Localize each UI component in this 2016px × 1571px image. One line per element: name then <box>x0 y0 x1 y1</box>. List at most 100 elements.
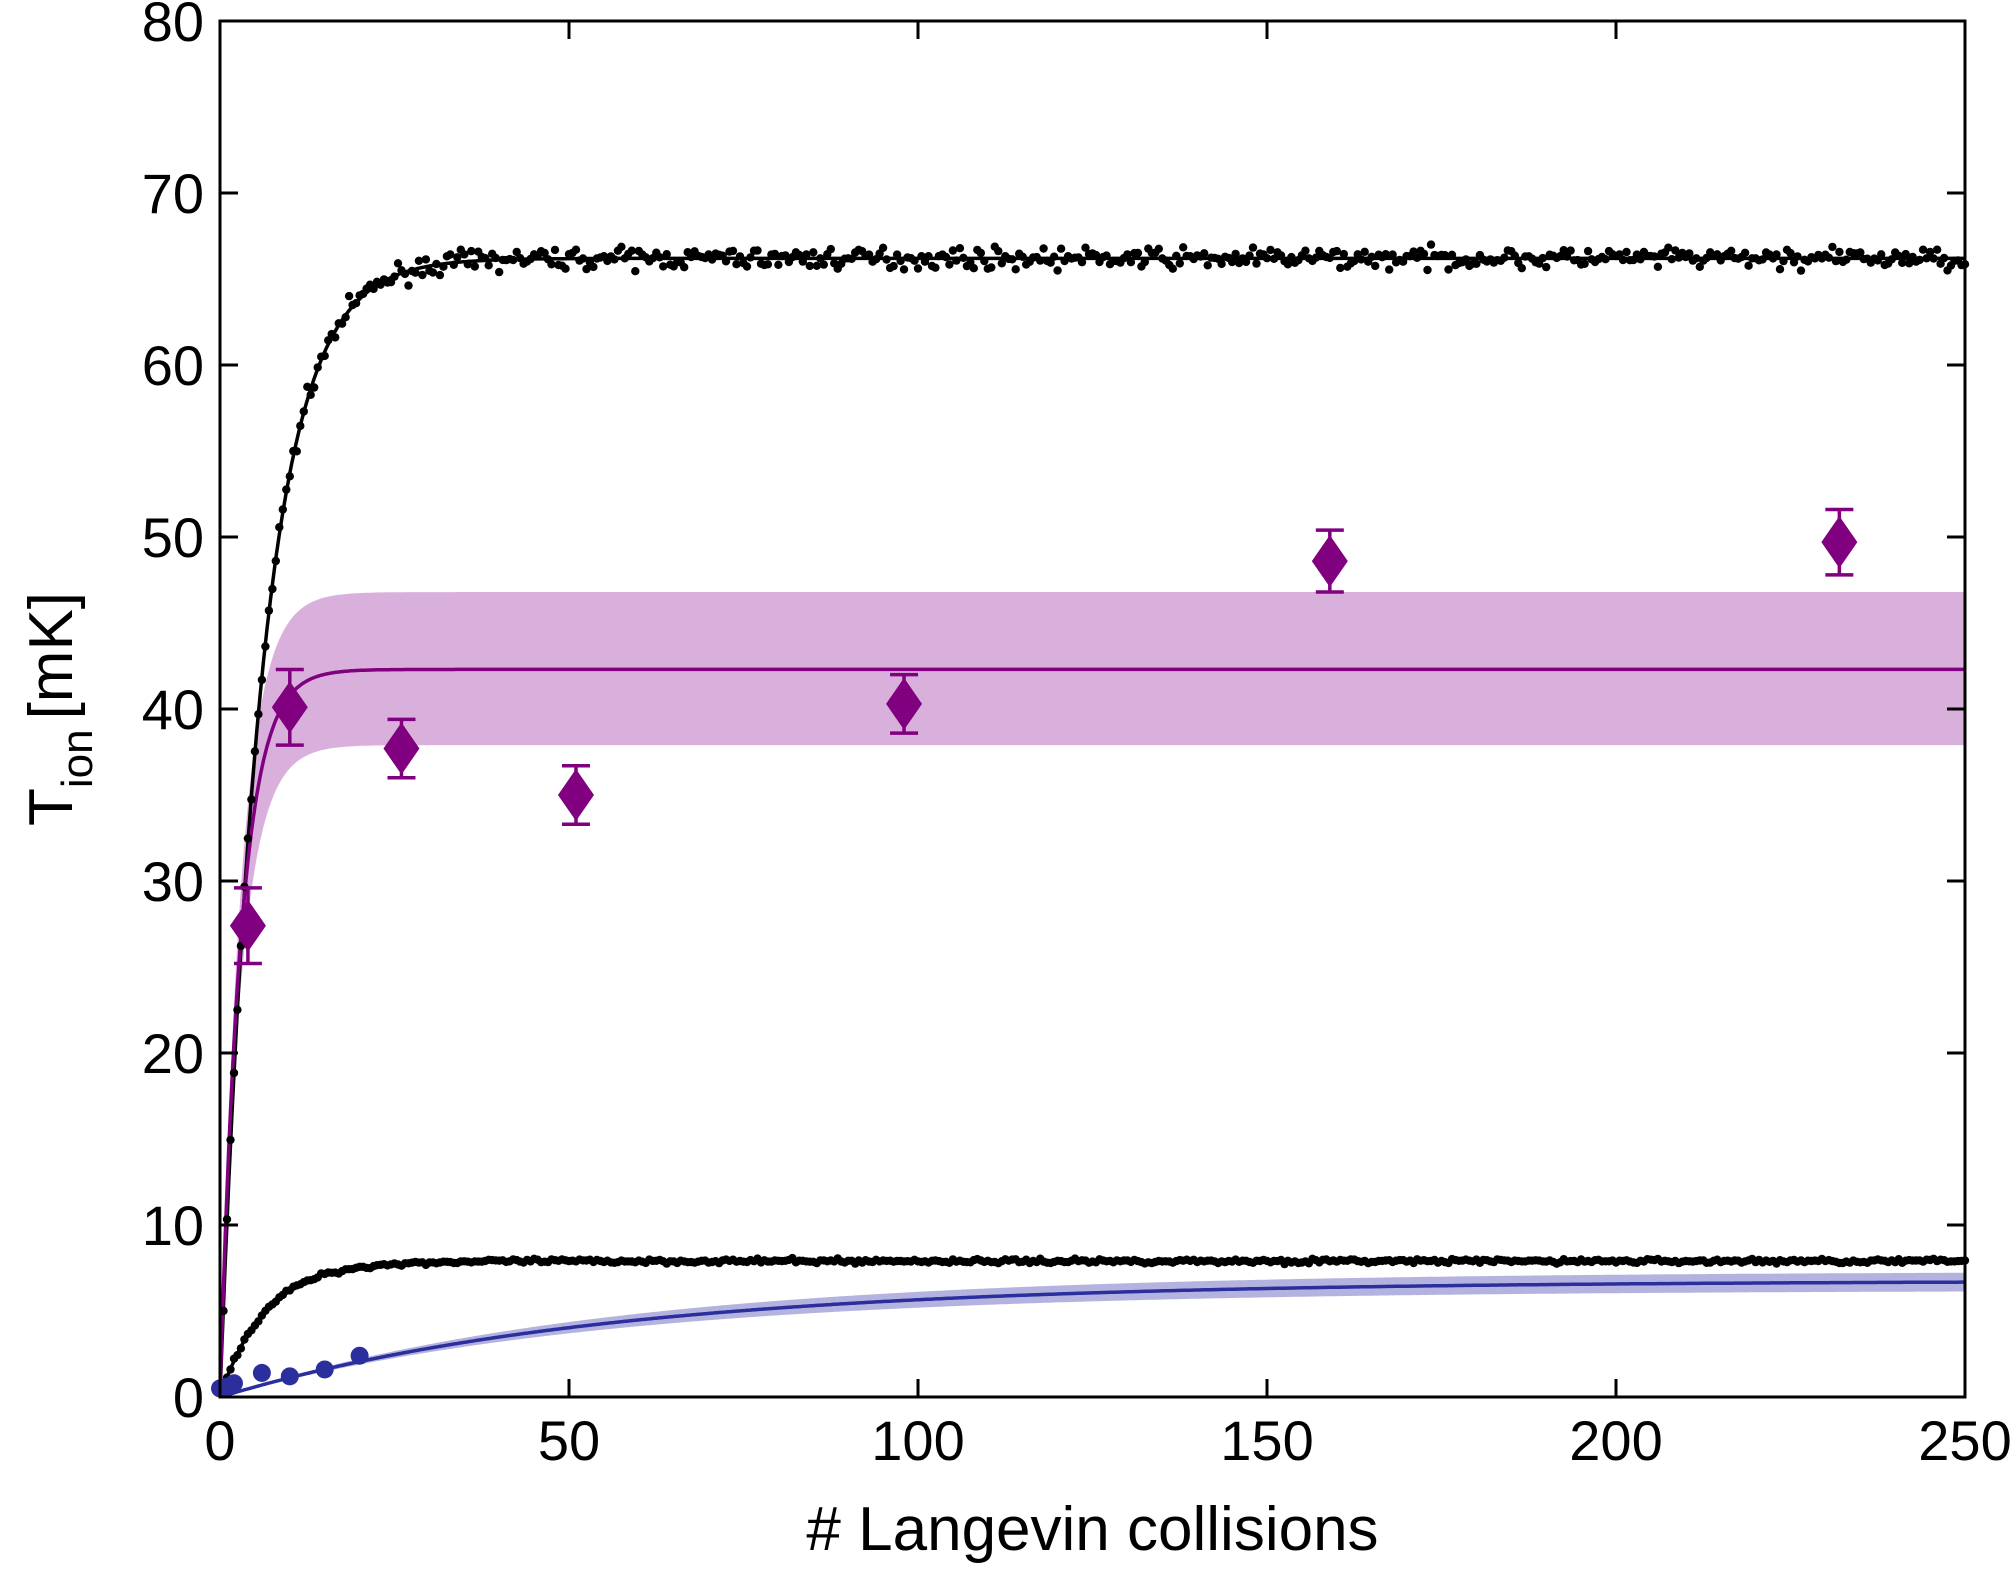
simulation-dot <box>460 250 469 259</box>
simulation-dot <box>247 795 256 804</box>
simulation-dot <box>393 259 403 268</box>
simulation-dot <box>310 383 319 392</box>
simulation-dot <box>1824 253 1834 262</box>
simulation-dot <box>1168 264 1178 273</box>
simulation-dot <box>1426 240 1436 249</box>
simulation-dot <box>481 253 490 263</box>
simulation-dot <box>400 269 410 279</box>
y-tick-label: 50 <box>142 506 204 569</box>
simulation-dot <box>303 382 312 391</box>
simulation-dot <box>509 255 518 265</box>
simulation-dot <box>428 268 438 277</box>
simulation-dot <box>421 255 431 264</box>
simulation-dot <box>1133 248 1143 258</box>
simulation-dot <box>1091 250 1101 260</box>
simulation-dot <box>1894 251 1903 260</box>
simulation-dot <box>1367 252 1376 261</box>
fit-lines <box>218 256 1965 1399</box>
simulation-dot <box>418 270 427 280</box>
simulation-dot <box>282 485 291 494</box>
simulation-dot <box>449 260 458 269</box>
simulation-dot <box>1932 245 1942 254</box>
simulation-dot <box>257 675 267 685</box>
simulation-dot <box>735 252 745 261</box>
simulation-dot <box>1542 262 1551 272</box>
simulation-dot <box>1887 255 1896 264</box>
simulation-dot <box>819 260 828 269</box>
simulation-dot <box>931 263 940 272</box>
diamond-marker <box>1821 516 1858 569</box>
simulation-dot <box>1898 258 1907 267</box>
simulation-dot <box>809 248 818 257</box>
simulation-dot <box>617 242 626 251</box>
y-tick-label: 80 <box>142 0 204 53</box>
simulation-dot <box>226 1365 235 1374</box>
y-tick-label: 0 <box>173 1366 204 1429</box>
simulation-dot <box>805 261 814 271</box>
simulation-dot <box>910 256 919 265</box>
simulation-dot <box>882 255 891 264</box>
simulation-dot <box>296 421 305 431</box>
simulation-dot <box>1360 247 1369 256</box>
diamond-marker <box>271 681 308 734</box>
simulation-dot <box>1049 252 1059 261</box>
simulation-dot <box>1447 250 1457 259</box>
simulation-dot <box>1692 254 1701 263</box>
simulation-dot <box>610 255 619 264</box>
simulation-dot <box>495 267 504 277</box>
simulation-dot <box>299 407 308 416</box>
simulation-dot <box>446 250 455 259</box>
simulation-dot <box>659 262 668 271</box>
simulation-dot <box>1172 251 1181 260</box>
simulation-dot <box>547 260 556 269</box>
simulation-dot <box>1423 265 1432 275</box>
simulation-dot <box>959 253 968 262</box>
simulation-dot <box>1231 249 1240 259</box>
x-tick-label: 100 <box>871 1409 964 1472</box>
simulation-dot <box>1856 248 1865 257</box>
simulation-dot <box>411 268 420 277</box>
simulation-dot <box>816 254 825 263</box>
simulation-dot <box>1036 256 1045 265</box>
fit-line <box>218 667 1965 1398</box>
simulation-dot <box>878 243 888 252</box>
simulation-dot <box>1905 259 1914 268</box>
x-tick-label: 250 <box>1918 1409 2011 1472</box>
simulation-dot <box>1385 265 1394 274</box>
simulation-dot <box>753 246 762 255</box>
y-tick-label: 60 <box>142 334 204 397</box>
simulation-dot <box>1601 255 1610 264</box>
y-axis-label-sub: ion <box>53 729 102 788</box>
simulation-dot <box>763 260 773 269</box>
simulation-dot <box>774 260 783 269</box>
simulation-dot <box>222 1215 232 1224</box>
y-tick-label: 40 <box>142 678 204 741</box>
simulation-dot <box>1269 254 1279 263</box>
simulation-dot <box>746 253 755 262</box>
simulation-dot <box>1873 256 1883 265</box>
simulation-dot <box>1877 250 1886 259</box>
simulation-dot <box>802 250 811 259</box>
measurement-dot <box>280 1367 299 1386</box>
simulation-dot <box>948 246 958 255</box>
confidence-band <box>220 592 1965 1397</box>
simulation-dot <box>770 249 780 259</box>
simulation-dot <box>1775 265 1785 274</box>
simulation-dot <box>1311 253 1321 262</box>
simulation-dot <box>467 246 476 256</box>
x-tick-labels: 0 50 100 150 200 250 <box>204 1409 2011 1472</box>
simulation-dot <box>864 250 874 259</box>
x-axis-label: # Langevin collisions <box>806 1495 1378 1564</box>
simulation-dot <box>1077 258 1087 267</box>
simulation-dot <box>1217 259 1226 269</box>
simulation-dot <box>1758 255 1767 264</box>
simulation-dot <box>390 272 399 281</box>
simulation-dot <box>795 250 804 260</box>
simulation-dot <box>578 254 588 263</box>
simulation-dot <box>1685 249 1694 258</box>
fit-line <box>219 1280 1965 1399</box>
simulation-dot <box>254 710 263 719</box>
simulation-dot <box>435 270 445 280</box>
simulation-dot <box>1283 260 1293 269</box>
